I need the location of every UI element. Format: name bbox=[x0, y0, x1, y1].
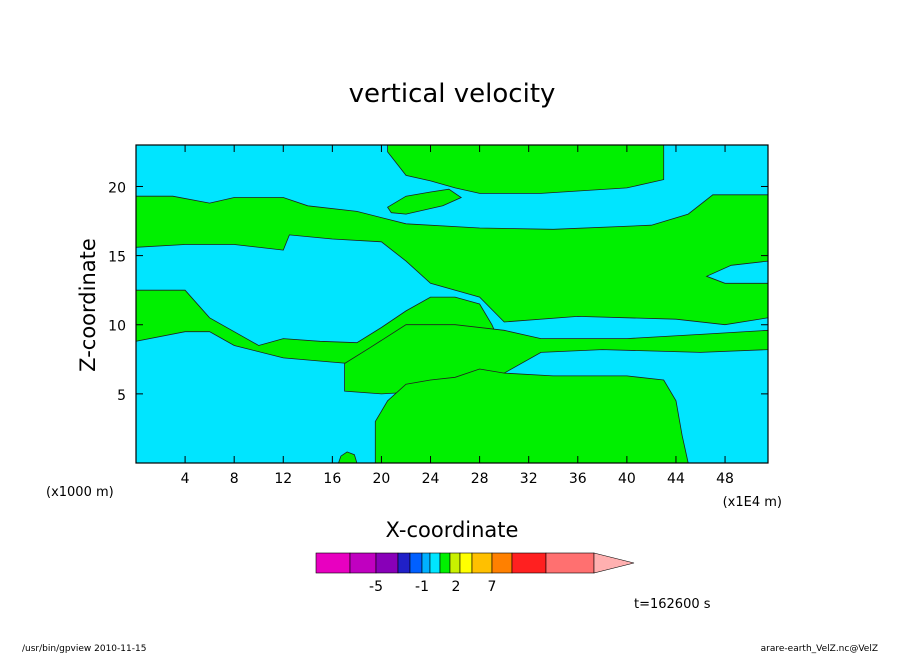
x-unit-left: (x1000 m) bbox=[46, 485, 114, 500]
x-tick-label: 16 bbox=[323, 471, 341, 487]
x-axis-label: X-coordinate bbox=[386, 518, 519, 542]
contour-regions bbox=[135, 144, 769, 464]
colorbar-swatch bbox=[375, 552, 399, 574]
x-tick-label: 8 bbox=[230, 471, 239, 487]
colorbar-swatch bbox=[439, 552, 451, 574]
colorbar-arrow bbox=[593, 552, 635, 574]
colorbar-swatch bbox=[459, 552, 473, 574]
colorbar-swatch bbox=[397, 552, 411, 574]
colorbar-label: -5 bbox=[369, 579, 383, 595]
colorbar-swatch bbox=[315, 552, 351, 574]
chart-title: vertical velocity bbox=[349, 79, 556, 109]
x-tick-label: 24 bbox=[422, 471, 440, 487]
plot-area bbox=[135, 144, 769, 464]
colorbar-swatch bbox=[349, 552, 377, 574]
colorbar-swatch bbox=[429, 552, 441, 574]
contour-region-top-band bbox=[387, 144, 665, 194]
colorbar-swatch bbox=[409, 552, 423, 574]
x-tick-label: 36 bbox=[569, 471, 587, 487]
colorbar-labels: -5 -1 2 7 bbox=[369, 579, 496, 595]
x-tick-label: 12 bbox=[274, 471, 292, 487]
colorbar-label: 2 bbox=[452, 579, 461, 595]
colorbar-swatch bbox=[449, 552, 461, 574]
footer-right: arare-earth_VelZ.nc@VelZ bbox=[761, 644, 878, 654]
contour-region-upper-blob bbox=[387, 188, 463, 215]
x-tick-label: 40 bbox=[618, 471, 636, 487]
colorbar-label: 7 bbox=[488, 579, 497, 595]
y-tick-label: 10 bbox=[108, 319, 126, 335]
y-tick-label: 5 bbox=[117, 388, 126, 404]
contour-region-bottom-mass bbox=[374, 368, 689, 464]
y-axis-ticks: 5 10 15 20 bbox=[108, 180, 768, 404]
x-tick-label: 44 bbox=[667, 471, 685, 487]
colorbar-swatch bbox=[421, 552, 431, 574]
x-tick-label: 20 bbox=[373, 471, 391, 487]
colorbar-swatch bbox=[471, 552, 493, 574]
footer-left: /usr/bin/gpview 2010-11-15 bbox=[22, 644, 146, 654]
x-tick-label: 28 bbox=[471, 471, 489, 487]
colorbar-swatch bbox=[491, 552, 513, 574]
x-tick-label: 48 bbox=[716, 471, 734, 487]
colorbar-swatch bbox=[511, 552, 547, 574]
x-unit-right: (x1E4 m) bbox=[723, 495, 782, 510]
y-axis-label: Z-coordinate bbox=[76, 238, 100, 372]
y-tick-label: 20 bbox=[108, 180, 126, 196]
colorbar bbox=[315, 552, 635, 574]
x-axis-ticks: 4 8 12 16 20 24 28 32 36 40 44 48 bbox=[181, 145, 734, 487]
y-tick-label: 15 bbox=[108, 250, 126, 266]
colorbar-swatch bbox=[545, 552, 595, 574]
x-tick-label: 32 bbox=[520, 471, 538, 487]
x-tick-label: 4 bbox=[181, 471, 190, 487]
time-label: t=162600 s bbox=[634, 597, 711, 612]
contour-region-upper-left-band bbox=[135, 194, 769, 326]
plot-frame bbox=[135, 144, 769, 464]
colorbar-label: -1 bbox=[415, 579, 429, 595]
